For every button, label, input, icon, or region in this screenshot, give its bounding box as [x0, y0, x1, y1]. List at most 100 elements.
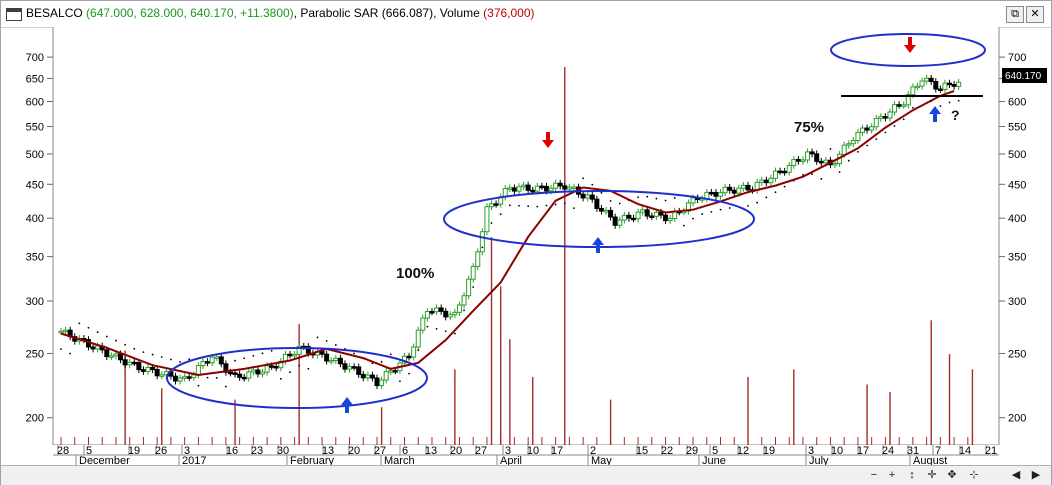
candle-body [864, 127, 870, 131]
sar-dot [234, 359, 236, 362]
sar-dot [682, 224, 685, 227]
symbol-name: BESALCO [26, 6, 83, 20]
sar-dot [600, 191, 603, 194]
candle-body [475, 251, 481, 267]
close-icon[interactable]: ✕ [1026, 6, 1044, 23]
candle-body [910, 86, 916, 96]
sar-dot [69, 352, 72, 355]
y-tick-label-right: 300 [1008, 296, 1026, 308]
sar-dot [838, 171, 841, 174]
sar-dot [78, 322, 81, 325]
candle-body [951, 83, 957, 87]
candle-body [466, 278, 472, 297]
sar-dot [902, 118, 905, 121]
candle-body [452, 311, 458, 316]
sar-dot [289, 371, 291, 374]
cross-icon[interactable]: ✛ [927, 469, 937, 481]
x-month-label: April [500, 455, 522, 465]
candle-body [365, 374, 371, 379]
candle-body [260, 371, 266, 375]
candle-body [594, 198, 600, 209]
next-icon[interactable]: ▶ [1031, 469, 1041, 481]
scroll-icon[interactable]: ↕ [909, 469, 915, 481]
sar-dot [87, 326, 90, 329]
arrow-up-icon [341, 397, 353, 413]
candle-body [159, 374, 165, 377]
sar-dot [508, 204, 511, 207]
sar-dot [298, 364, 301, 367]
x-day-label: 31 [907, 445, 919, 457]
x-month-label: May [591, 455, 612, 465]
candle-body [914, 85, 920, 89]
chart-titlebar[interactable]: BESALCO (647.000, 628.000, 640.170, +11.… [1, 1, 1051, 28]
candle-body [905, 94, 911, 106]
window-icon [6, 8, 22, 21]
candle-body [924, 77, 930, 82]
y-tick-label-left: 600 [26, 96, 44, 108]
price-chart[interactable]: 700 650 600 550 500 450 400 350 300 250 200 700 6 50… [1, 27, 1051, 465]
y-tick-label-left: 350 [26, 252, 44, 264]
sar-dot [646, 195, 649, 198]
sar-dot [747, 204, 749, 207]
candle-body [878, 116, 884, 119]
x-month-label: March [384, 455, 415, 465]
candle-body [337, 357, 343, 365]
sar-dot [243, 357, 246, 360]
annotation-ellipse [830, 33, 986, 67]
sar-dot [857, 150, 859, 153]
sar-dot [133, 347, 136, 350]
candle-body [209, 356, 215, 364]
candle-body [351, 366, 357, 369]
restore-icon[interactable]: ⧉ [1006, 6, 1024, 23]
prev-icon[interactable]: ◀ [1011, 469, 1021, 481]
candle-body [429, 311, 435, 314]
x-day-label: 6 [402, 445, 408, 457]
zoom-in-icon[interactable]: + [888, 469, 896, 481]
sar-dot [307, 367, 310, 370]
sar-value: (666.087) [381, 6, 434, 20]
candle-body [250, 369, 256, 373]
candle-body [740, 184, 746, 189]
y-tick-label-left: 250 [26, 348, 44, 360]
sar-dot [197, 384, 200, 387]
sar-dot [499, 213, 502, 216]
candle-body [722, 186, 728, 194]
candle-body [580, 193, 586, 199]
candle-body [731, 189, 737, 194]
candle-body [896, 104, 902, 107]
pan-alt-icon[interactable]: ⊹ [969, 469, 979, 481]
sar-dot [664, 199, 667, 202]
sar-dot [142, 351, 145, 354]
candle-body [305, 345, 311, 354]
sar-dot [774, 191, 777, 194]
candle-body [374, 377, 380, 387]
candle-body [415, 329, 421, 348]
candle-body [892, 104, 898, 113]
x-day-label: 27 [374, 445, 386, 457]
last-price-text: 640.170 [1005, 71, 1042, 82]
x-day-label: 13 [322, 445, 334, 457]
arrow-up-icon [929, 106, 941, 122]
sar-dot [582, 177, 585, 180]
candle-body [832, 162, 838, 166]
candle-body [525, 184, 531, 191]
candle-body [718, 192, 724, 197]
pan-icon[interactable]: ✥ [947, 469, 957, 481]
candle-body [585, 194, 591, 199]
x-day-label: 20 [450, 445, 462, 457]
candle-body [127, 361, 133, 366]
y-axis-left: 700 650 600 550 500 450 400 350 300 250 200 [26, 52, 53, 425]
candle-body [745, 184, 751, 191]
y-tick-label-right: 500 [1008, 149, 1026, 161]
candle-body [823, 159, 829, 164]
zoom-out-icon[interactable]: − [870, 469, 878, 481]
candle-body [713, 191, 719, 197]
x-day-label: 21 [985, 445, 997, 457]
candle-body [937, 88, 943, 91]
candle-body [708, 191, 714, 195]
x-day-label: 10 [831, 445, 843, 457]
candle-body [530, 189, 536, 193]
candle-body [411, 346, 417, 358]
candle-body [782, 170, 788, 174]
